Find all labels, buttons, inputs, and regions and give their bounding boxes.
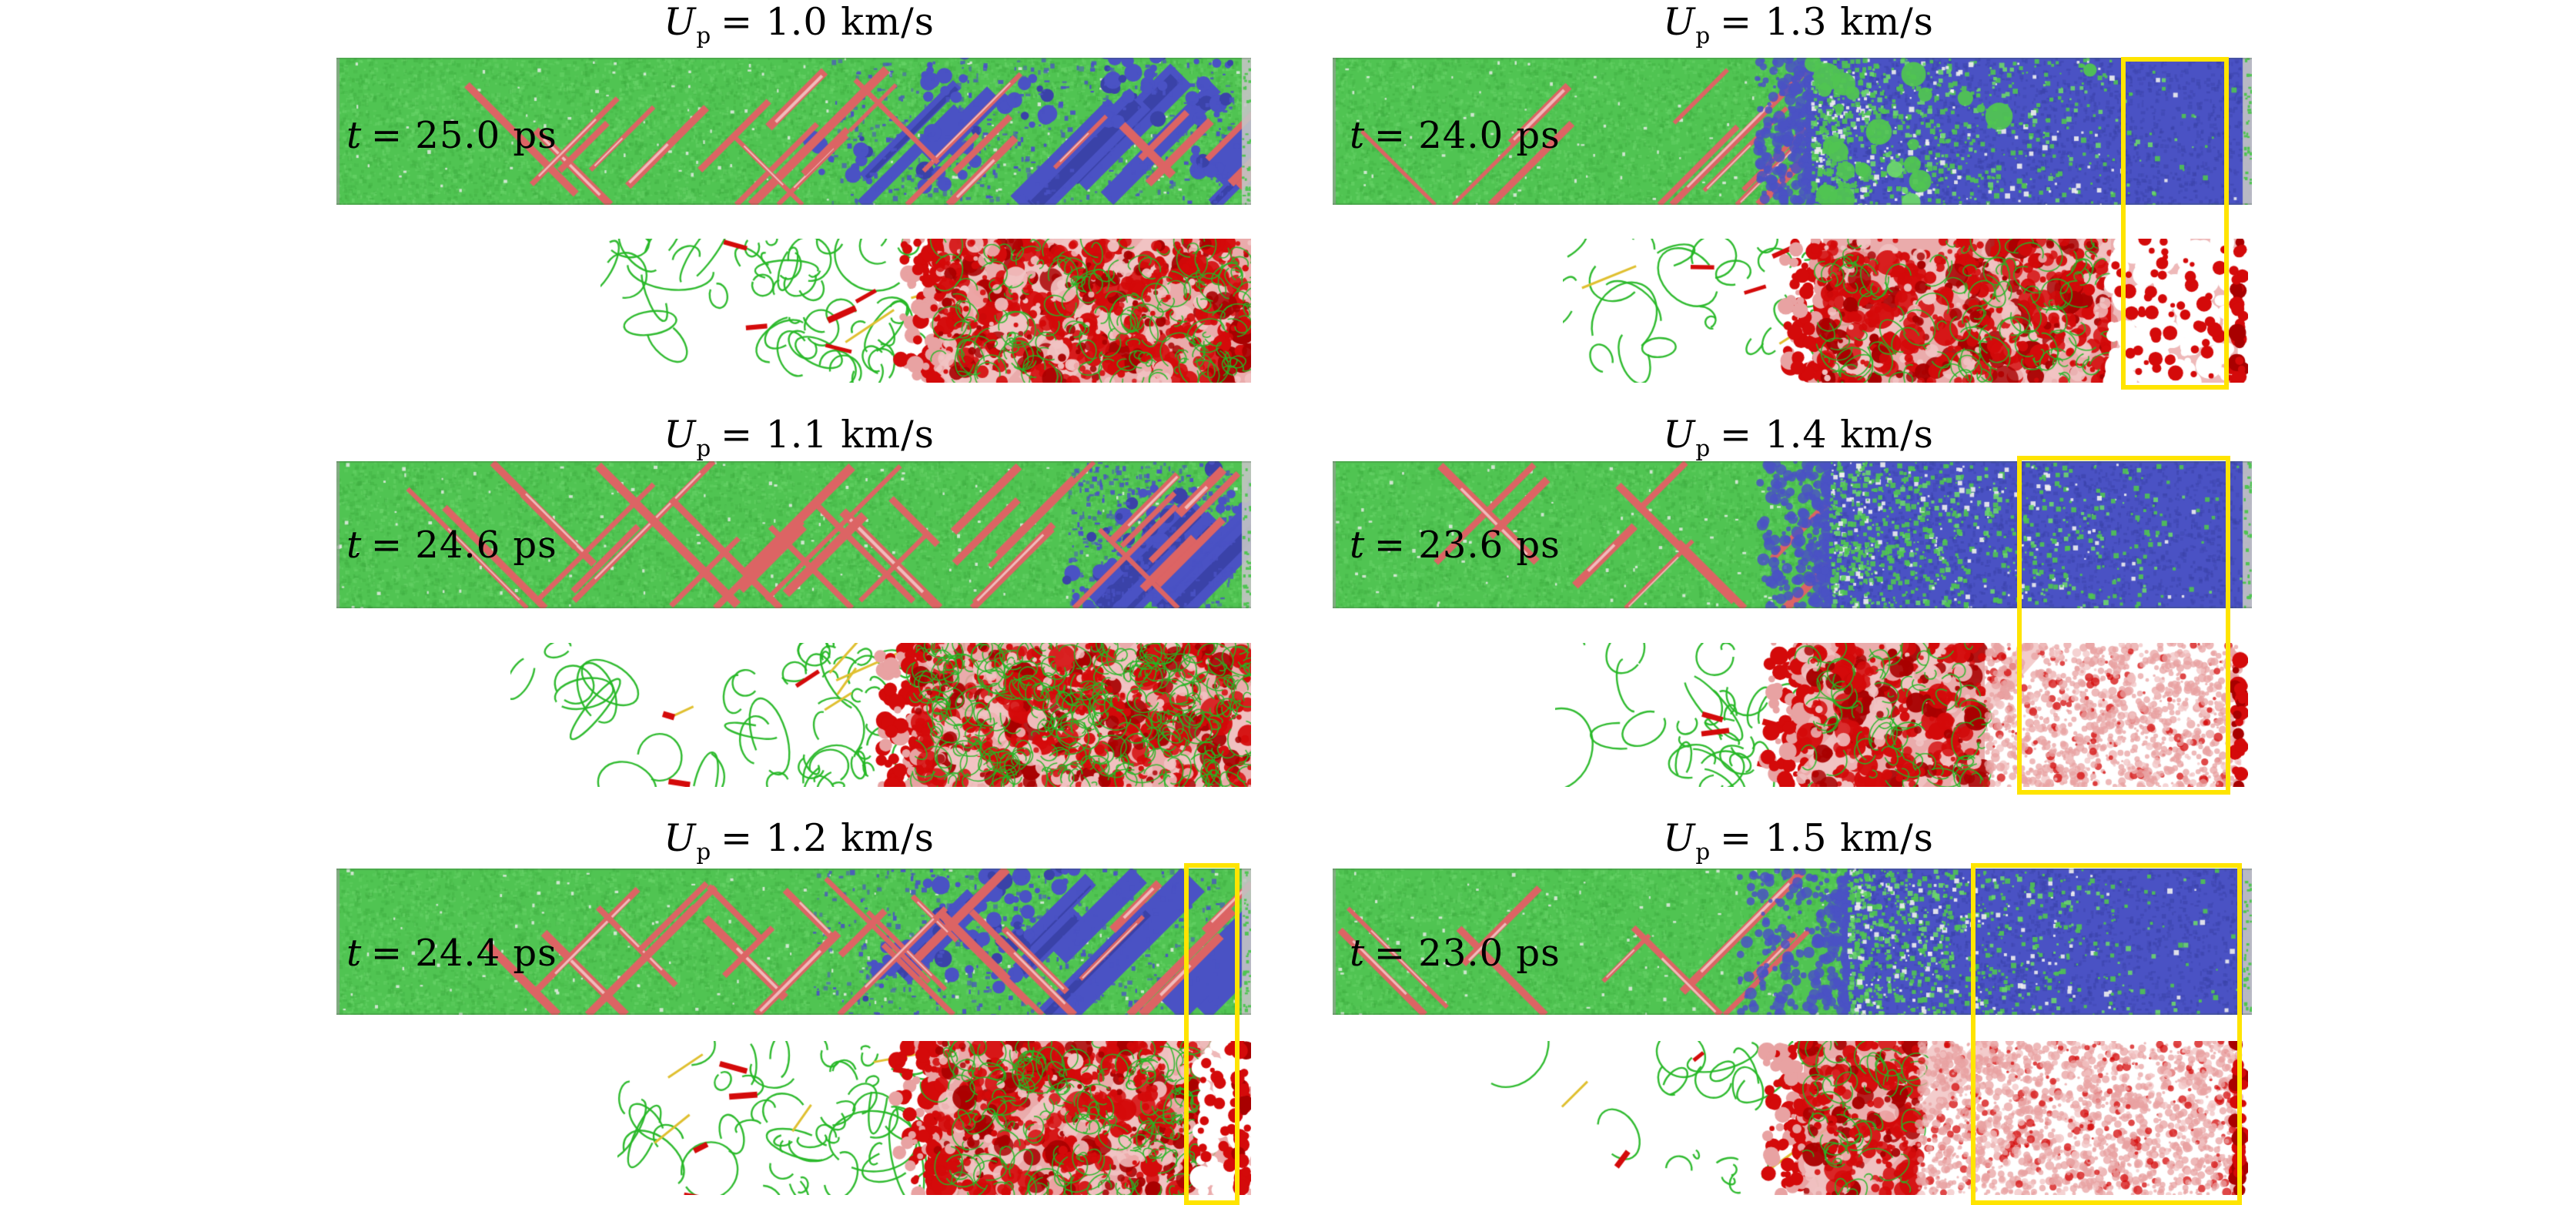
time-value: = 23.6 ps (1373, 524, 1561, 567)
time-label: t = 24.6 ps (346, 524, 557, 567)
title-value: = 1.1 km/s (720, 413, 935, 457)
panel-title: Up = 1.3 km/s (1506, 0, 2091, 46)
title-subscript: p (696, 434, 712, 461)
dislocation-structure-strip (1482, 1041, 2248, 1195)
title-subscript: p (1695, 22, 1711, 49)
title-variable: U (664, 0, 697, 44)
time-variable: t (346, 524, 363, 567)
time-label: t = 25.0 ps (346, 114, 557, 157)
atomic-structure-strip (336, 869, 1251, 1015)
dislocation-structure-strip (1563, 239, 2248, 383)
time-variable: t (346, 932, 363, 975)
title-variable: U (1663, 816, 1696, 860)
highlight-box (2017, 456, 2230, 795)
title-value: = 1.2 km/s (720, 816, 935, 860)
title-variable: U (1663, 0, 1696, 44)
dislocation-structure-strip (601, 239, 1251, 383)
title-subscript: p (1695, 838, 1711, 865)
time-variable: t (1350, 932, 1366, 975)
time-label: t = 23.0 ps (1350, 932, 1561, 975)
time-value: = 25.0 ps (370, 114, 557, 157)
highlight-box (2121, 57, 2229, 390)
atomic-structure-strip (1333, 869, 2252, 1015)
time-variable: t (1350, 524, 1366, 567)
title-value: = 1.5 km/s (1719, 816, 1934, 860)
panel-title: Up = 1.0 km/s (507, 0, 1092, 46)
atomic-structure-strip (336, 461, 1251, 608)
title-subscript: p (696, 22, 712, 49)
panel-title: Up = 1.5 km/s (1506, 816, 2091, 862)
time-value: = 23.0 ps (1373, 932, 1561, 975)
title-value: = 1.4 km/s (1719, 413, 1934, 457)
atomic-structure-strip (1333, 58, 2252, 205)
dislocation-structure-strip (510, 643, 1251, 787)
title-variable: U (1663, 413, 1696, 457)
time-value: = 24.0 ps (1373, 114, 1561, 157)
panel-title: Up = 1.4 km/s (1506, 413, 2091, 459)
title-variable: U (664, 413, 697, 457)
time-value: = 24.4 ps (370, 932, 557, 975)
title-variable: U (664, 816, 697, 860)
time-variable: t (1350, 114, 1366, 157)
title-value: = 1.3 km/s (1719, 0, 1934, 44)
atomic-structure-strip (336, 58, 1251, 205)
title-subscript: p (1695, 434, 1711, 461)
highlight-box (1184, 863, 1239, 1205)
dislocation-structure-strip (1555, 643, 2248, 787)
panel-title: Up = 1.1 km/s (507, 413, 1092, 459)
time-value: = 24.6 ps (370, 524, 557, 567)
time-label: t = 24.0 ps (1350, 114, 1561, 157)
time-label: t = 23.6 ps (1350, 524, 1561, 567)
title-subscript: p (696, 838, 712, 865)
dislocation-structure-strip (617, 1041, 1251, 1195)
title-value: = 1.0 km/s (720, 0, 935, 44)
highlight-box (1971, 863, 2242, 1205)
time-variable: t (346, 114, 363, 157)
panel-title: Up = 1.2 km/s (507, 816, 1092, 862)
atomic-structure-strip (1333, 461, 2252, 608)
time-label: t = 24.4 ps (346, 932, 557, 975)
